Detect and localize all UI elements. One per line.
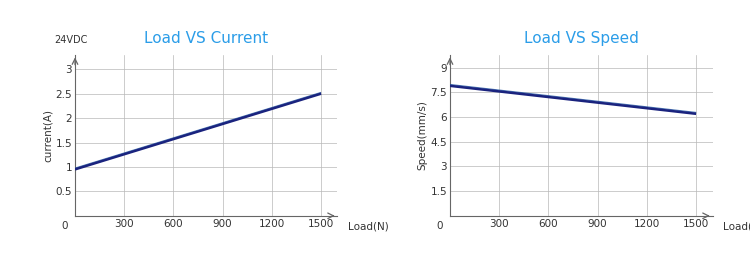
Text: 0: 0 bbox=[436, 221, 442, 231]
Text: Load(N): Load(N) bbox=[348, 221, 388, 231]
Title: Load VS Speed: Load VS Speed bbox=[524, 31, 639, 47]
Title: Load VS Current: Load VS Current bbox=[144, 31, 268, 47]
Text: Load(N): Load(N) bbox=[723, 221, 750, 231]
Y-axis label: Speed(mm/s): Speed(mm/s) bbox=[418, 100, 428, 170]
Text: 24VDC: 24VDC bbox=[54, 35, 87, 45]
Text: 0: 0 bbox=[62, 221, 68, 231]
Y-axis label: current(A): current(A) bbox=[43, 109, 52, 162]
